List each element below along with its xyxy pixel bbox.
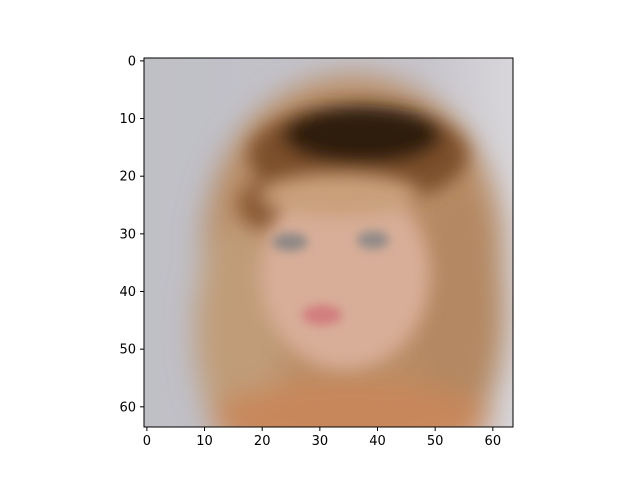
x-tick-label: 50 xyxy=(427,434,444,449)
hair-top-dark xyxy=(282,105,442,165)
y-tick-label: 10 xyxy=(119,112,136,127)
x-tick-label: 20 xyxy=(254,434,271,449)
y-tick-label: 0 xyxy=(128,54,136,69)
portrait-image xyxy=(144,58,513,427)
left-eye xyxy=(272,233,308,251)
x-tick-label: 30 xyxy=(312,434,329,449)
y-tick-label: 50 xyxy=(119,343,136,358)
x-axis-ticks: 0 10 20 30 40 50 60 xyxy=(143,427,501,449)
right-eye xyxy=(357,231,389,249)
y-axis-ticks: 0 10 20 30 40 50 60 xyxy=(119,54,144,415)
axes-frame xyxy=(143,57,514,428)
x-tick-label: 10 xyxy=(196,434,213,449)
hair-right-side xyxy=(415,190,505,427)
y-tick-label: 40 xyxy=(119,285,136,300)
y-tick-label: 20 xyxy=(119,170,136,185)
y-tick-label: 60 xyxy=(119,400,136,415)
forehead-fringe xyxy=(260,173,420,217)
x-tick-label: 60 xyxy=(485,434,502,449)
shoulders xyxy=(210,380,490,427)
lips xyxy=(302,305,342,325)
x-tick-label: 0 xyxy=(143,434,151,449)
face xyxy=(260,180,430,370)
x-tick-label: 40 xyxy=(369,434,386,449)
y-tick-label: 30 xyxy=(119,227,136,242)
